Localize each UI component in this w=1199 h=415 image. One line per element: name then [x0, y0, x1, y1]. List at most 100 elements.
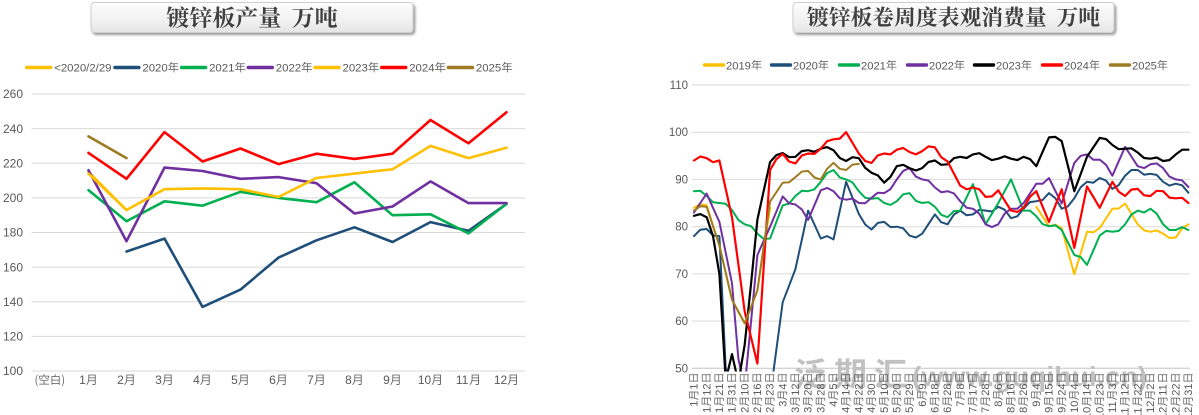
- svg-text:3: 3: [155, 373, 162, 387]
- svg-text:2: 2: [739, 407, 751, 413]
- svg-text:3: 3: [815, 407, 827, 413]
- svg-text:260: 260: [3, 87, 23, 101]
- svg-text:2024: 2024: [409, 63, 434, 75]
- svg-text:1: 1: [727, 407, 739, 413]
- svg-text:2020: 2020: [142, 63, 167, 75]
- svg-text:4: 4: [777, 383, 789, 389]
- svg-text:9: 9: [383, 373, 390, 387]
- svg-text:20: 20: [891, 383, 903, 395]
- svg-text:11: 11: [1132, 408, 1144, 415]
- svg-text:31: 31: [727, 383, 739, 395]
- svg-text:18: 18: [930, 383, 942, 395]
- svg-text:2023: 2023: [996, 60, 1021, 72]
- svg-text:1: 1: [689, 401, 701, 407]
- svg-text:1: 1: [701, 407, 713, 413]
- svg-text:29: 29: [904, 383, 916, 395]
- svg-text:10: 10: [418, 373, 432, 387]
- svg-text:<2020/2/29: <2020/2/29: [54, 63, 111, 75]
- svg-text:6: 6: [269, 373, 276, 387]
- svg-text:12: 12: [701, 383, 713, 395]
- svg-text:160: 160: [3, 260, 23, 274]
- svg-text:6: 6: [930, 407, 942, 413]
- svg-text:7: 7: [980, 407, 992, 413]
- svg-text:9: 9: [1031, 401, 1043, 407]
- svg-text:4: 4: [866, 407, 878, 413]
- svg-text:20: 20: [803, 383, 815, 395]
- svg-text:240: 240: [3, 122, 23, 136]
- svg-text:5: 5: [879, 407, 891, 413]
- svg-text:12: 12: [1170, 407, 1182, 415]
- svg-text:180: 180: [3, 226, 23, 240]
- svg-text:23: 23: [1094, 383, 1106, 395]
- svg-text:2023: 2023: [343, 63, 368, 75]
- svg-text:30: 30: [866, 383, 878, 395]
- svg-text:26: 26: [1018, 383, 1030, 395]
- svg-text:10: 10: [879, 383, 891, 395]
- svg-text:120: 120: [3, 330, 23, 344]
- svg-text:24: 24: [1056, 383, 1068, 395]
- svg-text:14: 14: [1082, 383, 1094, 395]
- svg-text:70: 70: [675, 269, 688, 281]
- svg-text:6: 6: [917, 401, 929, 407]
- svg-text:21: 21: [714, 383, 726, 395]
- svg-text:22: 22: [1132, 383, 1144, 395]
- svg-text:2: 2: [752, 407, 764, 413]
- svg-text:5: 5: [828, 383, 840, 389]
- svg-text:11: 11: [1107, 401, 1119, 412]
- svg-text:2020: 2020: [793, 60, 818, 72]
- svg-text:28: 28: [815, 383, 827, 395]
- svg-text:12: 12: [1158, 407, 1170, 415]
- svg-text:12: 12: [1120, 383, 1132, 395]
- svg-text:2: 2: [1145, 383, 1157, 389]
- svg-text:14: 14: [841, 383, 853, 395]
- svg-text:60: 60: [675, 316, 688, 328]
- svg-text:10: 10: [1082, 407, 1094, 415]
- svg-text:7: 7: [968, 407, 980, 413]
- svg-text:22: 22: [853, 383, 865, 395]
- svg-text:9: 9: [1044, 407, 1056, 413]
- svg-text:16: 16: [1006, 383, 1018, 395]
- svg-text:17: 17: [968, 383, 980, 395]
- svg-text:4: 4: [841, 407, 853, 413]
- svg-text:9: 9: [917, 383, 929, 389]
- svg-text:110: 110: [670, 80, 688, 92]
- svg-text:140: 140: [3, 295, 23, 309]
- svg-text:10: 10: [1094, 407, 1106, 415]
- svg-text:4: 4: [1031, 383, 1043, 389]
- svg-text:11: 11: [456, 373, 469, 387]
- svg-text:5: 5: [231, 373, 238, 387]
- svg-text:2025: 2025: [476, 63, 501, 75]
- svg-text:11: 11: [1120, 408, 1132, 415]
- svg-text:7: 7: [955, 401, 967, 407]
- svg-text:4: 4: [193, 373, 200, 387]
- svg-text:3: 3: [790, 407, 802, 413]
- svg-text:2021: 2021: [861, 60, 886, 72]
- svg-text:100: 100: [3, 364, 23, 378]
- svg-text:2025: 2025: [1132, 60, 1157, 72]
- svg-text:2021: 2021: [209, 63, 234, 75]
- svg-text:3: 3: [1107, 383, 1119, 389]
- svg-text:4: 4: [1069, 383, 1081, 389]
- svg-text:2: 2: [117, 373, 124, 387]
- svg-text:8: 8: [955, 383, 967, 389]
- svg-text:7: 7: [307, 373, 314, 387]
- svg-text:16: 16: [752, 383, 764, 395]
- svg-text:23: 23: [765, 383, 777, 395]
- svg-text:28: 28: [942, 383, 954, 395]
- svg-text:4: 4: [828, 401, 840, 407]
- svg-text:6: 6: [993, 383, 1005, 389]
- svg-text:10: 10: [1069, 401, 1081, 413]
- svg-text:3: 3: [803, 407, 815, 413]
- svg-text:90: 90: [675, 174, 688, 186]
- svg-text:31: 31: [1183, 383, 1195, 395]
- svg-text:1: 1: [689, 383, 701, 389]
- svg-text:5: 5: [891, 407, 903, 413]
- svg-text:15: 15: [1044, 383, 1056, 395]
- svg-text:200: 200: [3, 191, 23, 205]
- svg-text:4: 4: [853, 407, 865, 413]
- svg-text:8: 8: [345, 373, 352, 387]
- svg-text:50: 50: [675, 363, 688, 375]
- svg-text:10: 10: [739, 383, 751, 395]
- svg-text:1: 1: [714, 407, 726, 413]
- svg-text:28: 28: [980, 383, 992, 395]
